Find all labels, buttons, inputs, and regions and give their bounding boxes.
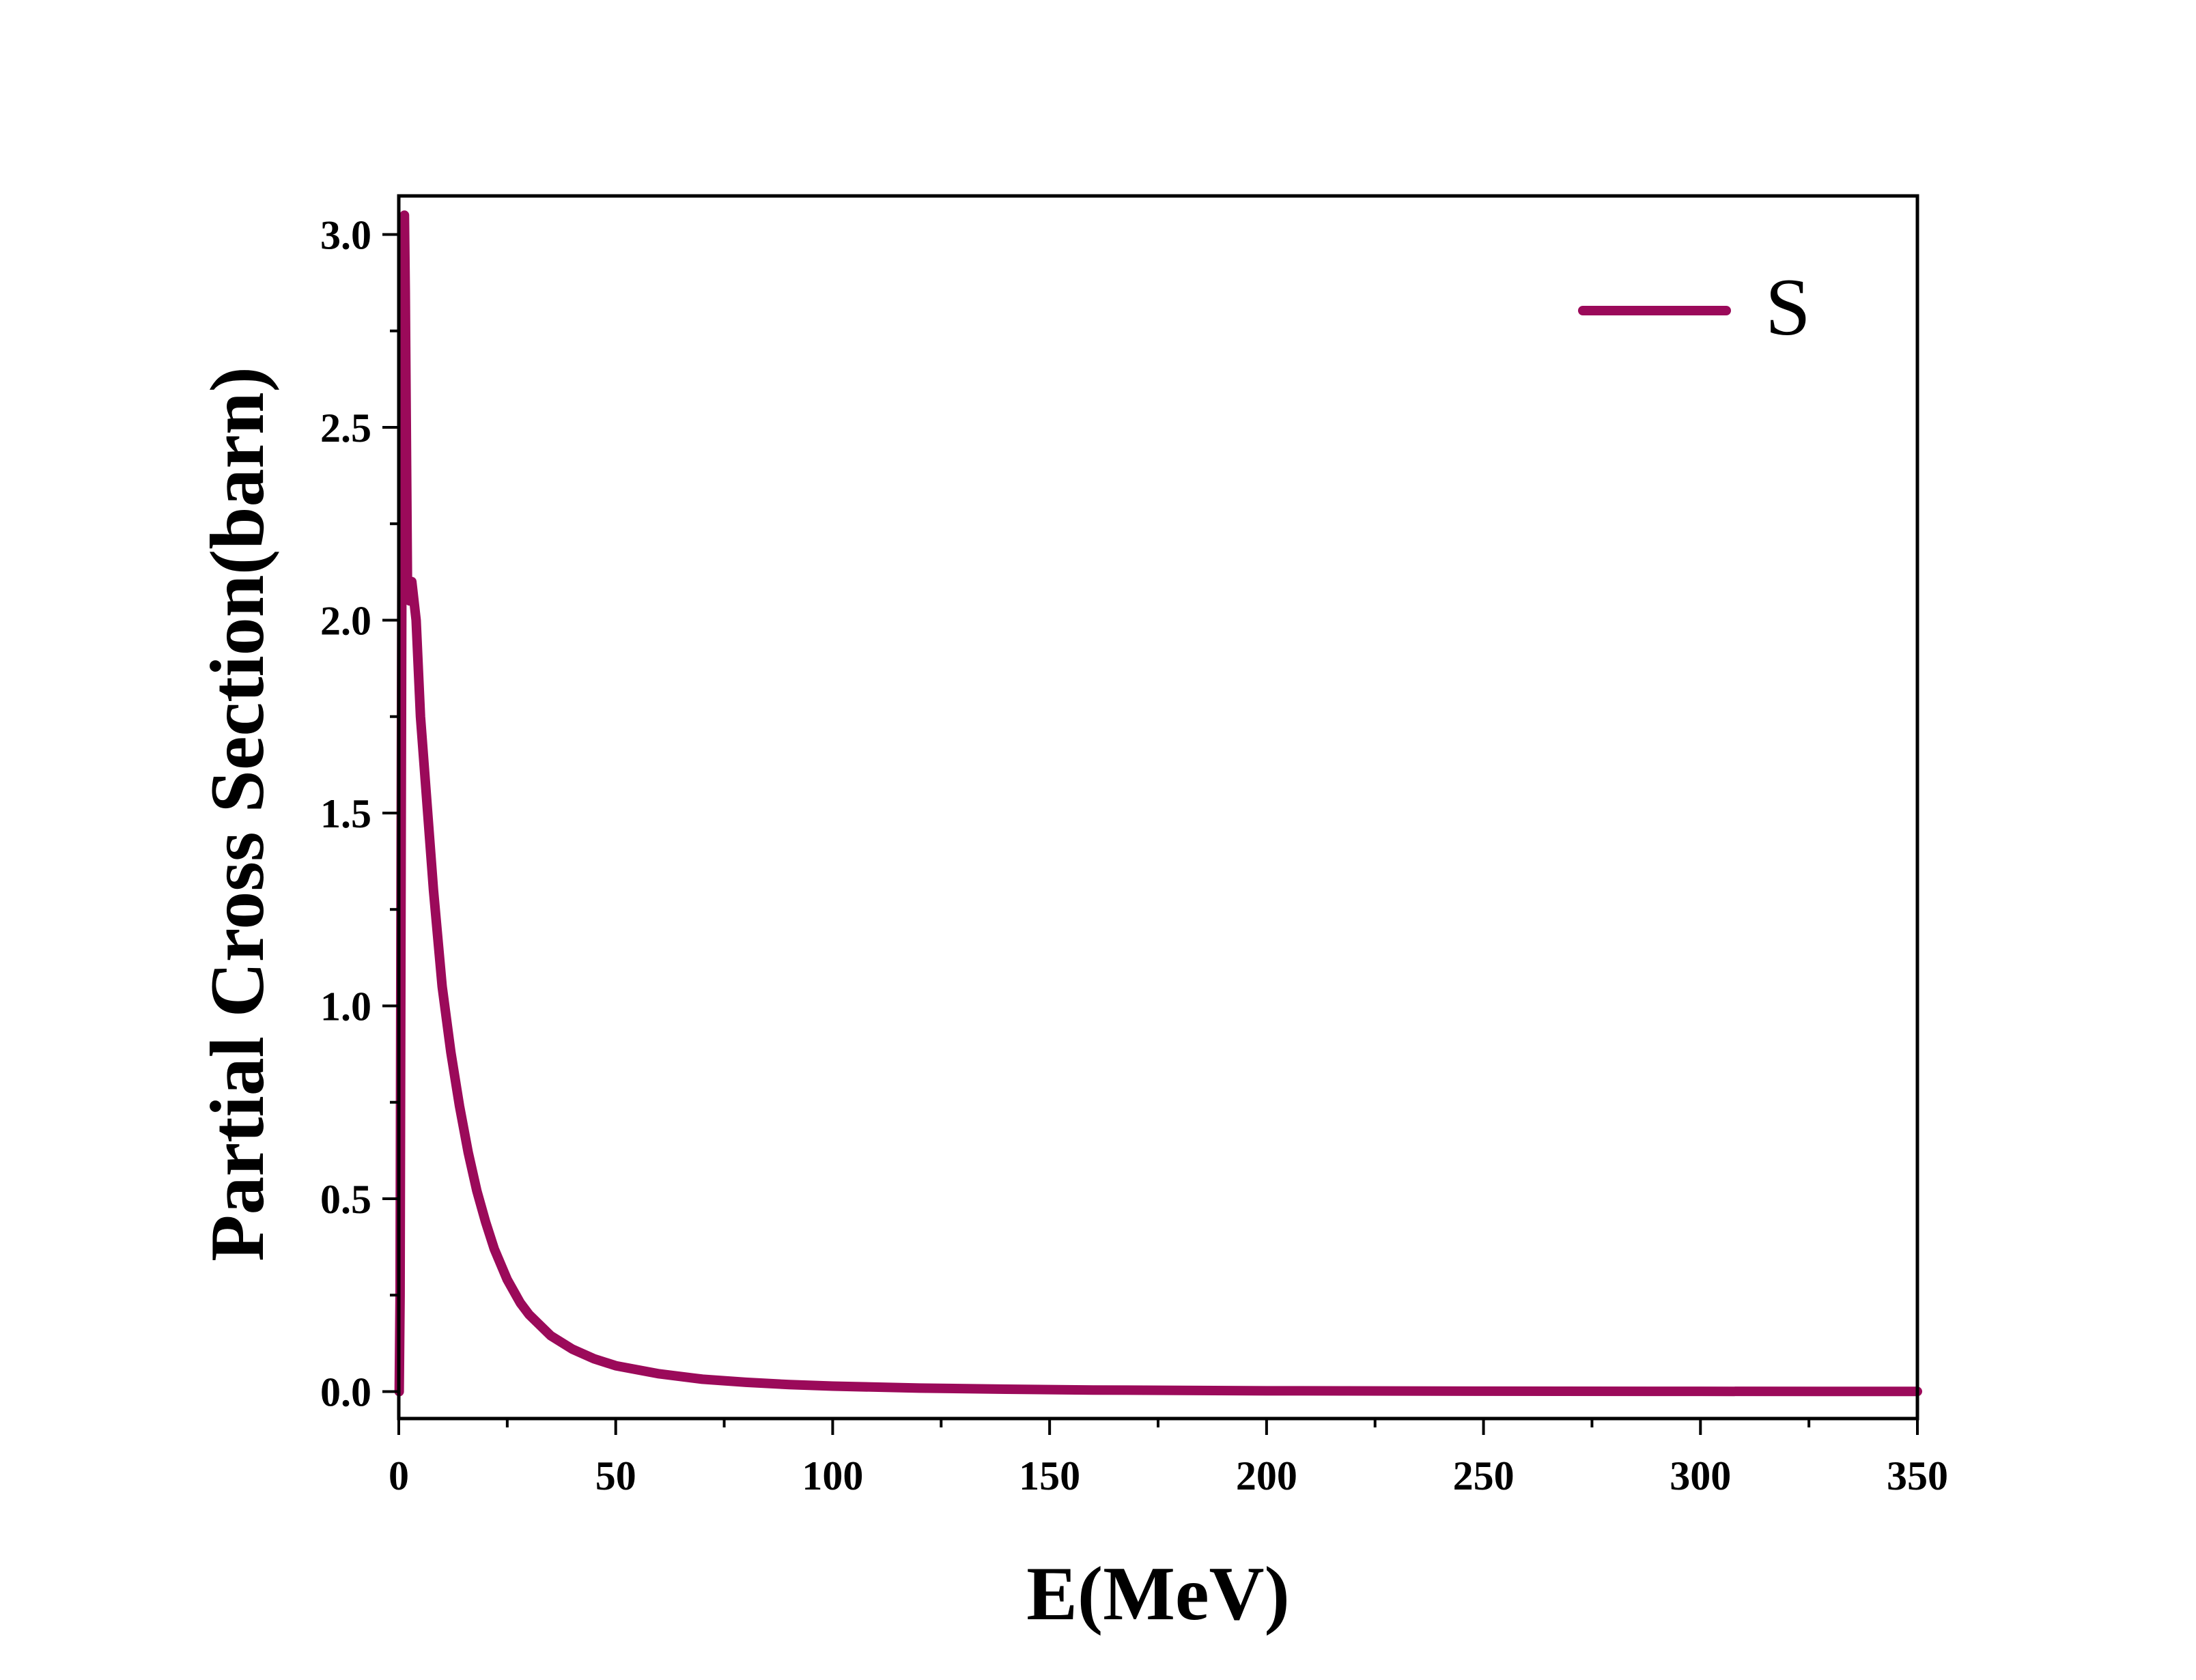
legend-label-s: S <box>1765 261 1811 352</box>
y-tick-label: 2.5 <box>320 405 371 451</box>
x-axis-title: E(MeV) <box>1026 1552 1290 1636</box>
x-tick-label: 0 <box>389 1453 409 1498</box>
x-tick-label: 300 <box>1670 1453 1731 1498</box>
x-tick-label: 100 <box>802 1453 863 1498</box>
x-tick-label: 150 <box>1019 1453 1080 1498</box>
plot-frame <box>397 194 1919 1421</box>
y-tick-label: 0.0 <box>320 1369 371 1414</box>
y-tick-label: 3.0 <box>320 212 371 257</box>
legend: S <box>1578 261 1811 352</box>
axes-layer: 0 50 100 150 200 250 300 350 0.0 0.5 1.0 1.5 2.0 2.5 3… <box>320 194 1948 1498</box>
x-tick-label: 350 <box>1887 1453 1948 1498</box>
x-tick-label: 200 <box>1236 1453 1297 1498</box>
x-tick-label: 250 <box>1453 1453 1515 1498</box>
plot-layer <box>394 210 1922 1397</box>
series-line-s <box>394 210 1922 1397</box>
y-tick-label: 0.5 <box>320 1177 371 1222</box>
x-tick-label: 50 <box>595 1453 636 1498</box>
y-tick-label: 1.5 <box>320 791 371 836</box>
y-tick-label: 2.0 <box>320 598 371 643</box>
y-tick-label: 1.0 <box>320 984 371 1029</box>
y-axis-title: Partial Cross Section(barn) <box>195 367 280 1262</box>
